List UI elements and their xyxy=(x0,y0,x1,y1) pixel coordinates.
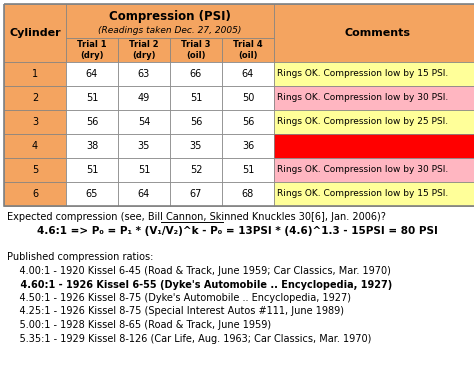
Text: 51: 51 xyxy=(190,93,202,103)
Text: 51: 51 xyxy=(138,165,150,175)
Text: 63: 63 xyxy=(138,69,150,79)
Text: 56: 56 xyxy=(86,117,98,127)
Bar xyxy=(222,38,274,62)
Text: (Readings taken Dec. 27, 2005): (Readings taken Dec. 27, 2005) xyxy=(98,26,242,35)
Text: 35: 35 xyxy=(138,141,150,151)
Bar xyxy=(118,86,170,110)
Bar xyxy=(118,62,170,86)
Bar xyxy=(274,158,474,182)
Text: 4: 4 xyxy=(32,141,38,151)
Bar xyxy=(170,110,222,134)
Bar xyxy=(118,38,170,62)
Text: 4.60:1 - 1926 Kissel 6-55 (Dyke's Automobile .. Encyclopedia, 1927): 4.60:1 - 1926 Kissel 6-55 (Dyke's Automo… xyxy=(7,279,392,290)
Bar xyxy=(4,110,66,134)
Bar xyxy=(66,182,118,206)
Bar xyxy=(4,182,66,206)
Bar xyxy=(170,38,222,62)
Text: Rings OK. Compression low by 30 PSI.: Rings OK. Compression low by 30 PSI. xyxy=(277,166,448,175)
Text: Trial 2
(dry): Trial 2 (dry) xyxy=(129,40,159,59)
Text: 56: 56 xyxy=(242,117,254,127)
Text: 67: 67 xyxy=(190,189,202,199)
Text: Rings OK. Compression low by 25 PSI.: Rings OK. Compression low by 25 PSI. xyxy=(277,117,448,127)
Bar xyxy=(274,62,474,86)
Text: 6: 6 xyxy=(32,189,38,199)
Text: 3: 3 xyxy=(32,117,38,127)
Text: Expected compression (see, Bill Cannon, Skinned Knuckles 30[6], Jan. 2006)?: Expected compression (see, Bill Cannon, … xyxy=(7,212,386,222)
Bar xyxy=(170,134,222,158)
Text: 5.00:1 - 1928 Kissel 8-65 (Road & Track, June 1959): 5.00:1 - 1928 Kissel 8-65 (Road & Track,… xyxy=(7,320,271,330)
Bar xyxy=(4,134,66,158)
Bar xyxy=(118,110,170,134)
Bar xyxy=(66,38,118,62)
Text: Trial 3
(oil): Trial 3 (oil) xyxy=(181,40,211,59)
Bar xyxy=(4,4,474,206)
Bar xyxy=(222,110,274,134)
Bar xyxy=(170,86,222,110)
Text: 2: 2 xyxy=(32,93,38,103)
Text: 4.50:1 - 1926 Kissel 8-75 (Dyke's Automobile .. Encyclopedia, 1927): 4.50:1 - 1926 Kissel 8-75 (Dyke's Automo… xyxy=(7,293,351,303)
Bar xyxy=(66,110,118,134)
Bar xyxy=(274,110,474,134)
Bar xyxy=(118,134,170,158)
Text: 52: 52 xyxy=(190,165,202,175)
Text: 4.6:1 => P₀ = P₁ * (V₁/V₂)^k - P₀ = 13PSI * (4.6)^1.3 - 15PSI = 80 PSI: 4.6:1 => P₀ = P₁ * (V₁/V₂)^k - P₀ = 13PS… xyxy=(36,225,438,235)
Text: 64: 64 xyxy=(138,189,150,199)
Bar xyxy=(222,134,274,158)
Bar xyxy=(66,4,274,38)
Text: 64: 64 xyxy=(242,69,254,79)
Bar xyxy=(118,182,170,206)
Text: 66: 66 xyxy=(190,69,202,79)
Bar xyxy=(222,182,274,206)
Text: 38: 38 xyxy=(86,141,98,151)
Bar xyxy=(274,134,474,158)
Text: 54: 54 xyxy=(138,117,150,127)
Bar xyxy=(170,62,222,86)
Bar xyxy=(274,86,474,110)
Text: 1: 1 xyxy=(32,69,38,79)
Text: Cylinder: Cylinder xyxy=(9,28,61,38)
Text: 5: 5 xyxy=(32,165,38,175)
Text: Comments: Comments xyxy=(345,28,411,38)
Text: 51: 51 xyxy=(242,165,254,175)
Text: 51: 51 xyxy=(86,165,98,175)
Text: Rings OK. Compression low by 30 PSI.: Rings OK. Compression low by 30 PSI. xyxy=(277,93,448,103)
Bar xyxy=(66,158,118,182)
Text: 5.35:1 - 1929 Kissel 8-126 (Car Life, Aug. 1963; Car Classics, Mar. 1970): 5.35:1 - 1929 Kissel 8-126 (Car Life, Au… xyxy=(7,334,372,344)
Bar xyxy=(4,4,66,62)
Text: 4.00:1 - 1920 Kissel 6-45 (Road & Track, June 1959; Car Classics, Mar. 1970): 4.00:1 - 1920 Kissel 6-45 (Road & Track,… xyxy=(7,266,391,276)
Bar xyxy=(4,86,66,110)
Bar xyxy=(274,4,474,62)
Bar xyxy=(222,62,274,86)
Text: 49: 49 xyxy=(138,93,150,103)
Text: Trial 1
(dry): Trial 1 (dry) xyxy=(77,40,107,59)
Text: 35: 35 xyxy=(190,141,202,151)
Bar xyxy=(118,158,170,182)
Bar xyxy=(66,62,118,86)
Text: Rings OK. Compression low by 15 PSI.: Rings OK. Compression low by 15 PSI. xyxy=(277,69,448,79)
Text: 56: 56 xyxy=(190,117,202,127)
Bar xyxy=(222,86,274,110)
Text: 4.25:1 - 1926 Kissel 8-75 (Special Interest Autos #111, June 1989): 4.25:1 - 1926 Kissel 8-75 (Special Inter… xyxy=(7,307,344,317)
Text: 64: 64 xyxy=(86,69,98,79)
Text: 68: 68 xyxy=(242,189,254,199)
Bar xyxy=(4,158,66,182)
Text: Rings OK. Compression low by 45 PSI!: Rings OK. Compression low by 45 PSI! xyxy=(277,141,471,151)
Bar xyxy=(274,182,474,206)
Text: Compression (PSI): Compression (PSI) xyxy=(109,10,231,23)
Text: 65: 65 xyxy=(86,189,98,199)
Bar xyxy=(222,158,274,182)
Text: Rings OK. Compression low by 15 PSI.: Rings OK. Compression low by 15 PSI. xyxy=(277,190,448,199)
Bar xyxy=(4,62,66,86)
Bar xyxy=(170,158,222,182)
Text: Published compression ratios:: Published compression ratios: xyxy=(7,252,154,262)
Bar xyxy=(170,182,222,206)
Text: Trial 4
(oil): Trial 4 (oil) xyxy=(233,40,263,59)
Text: 50: 50 xyxy=(242,93,254,103)
Bar xyxy=(66,134,118,158)
Bar xyxy=(66,86,118,110)
Text: 36: 36 xyxy=(242,141,254,151)
Text: 51: 51 xyxy=(86,93,98,103)
